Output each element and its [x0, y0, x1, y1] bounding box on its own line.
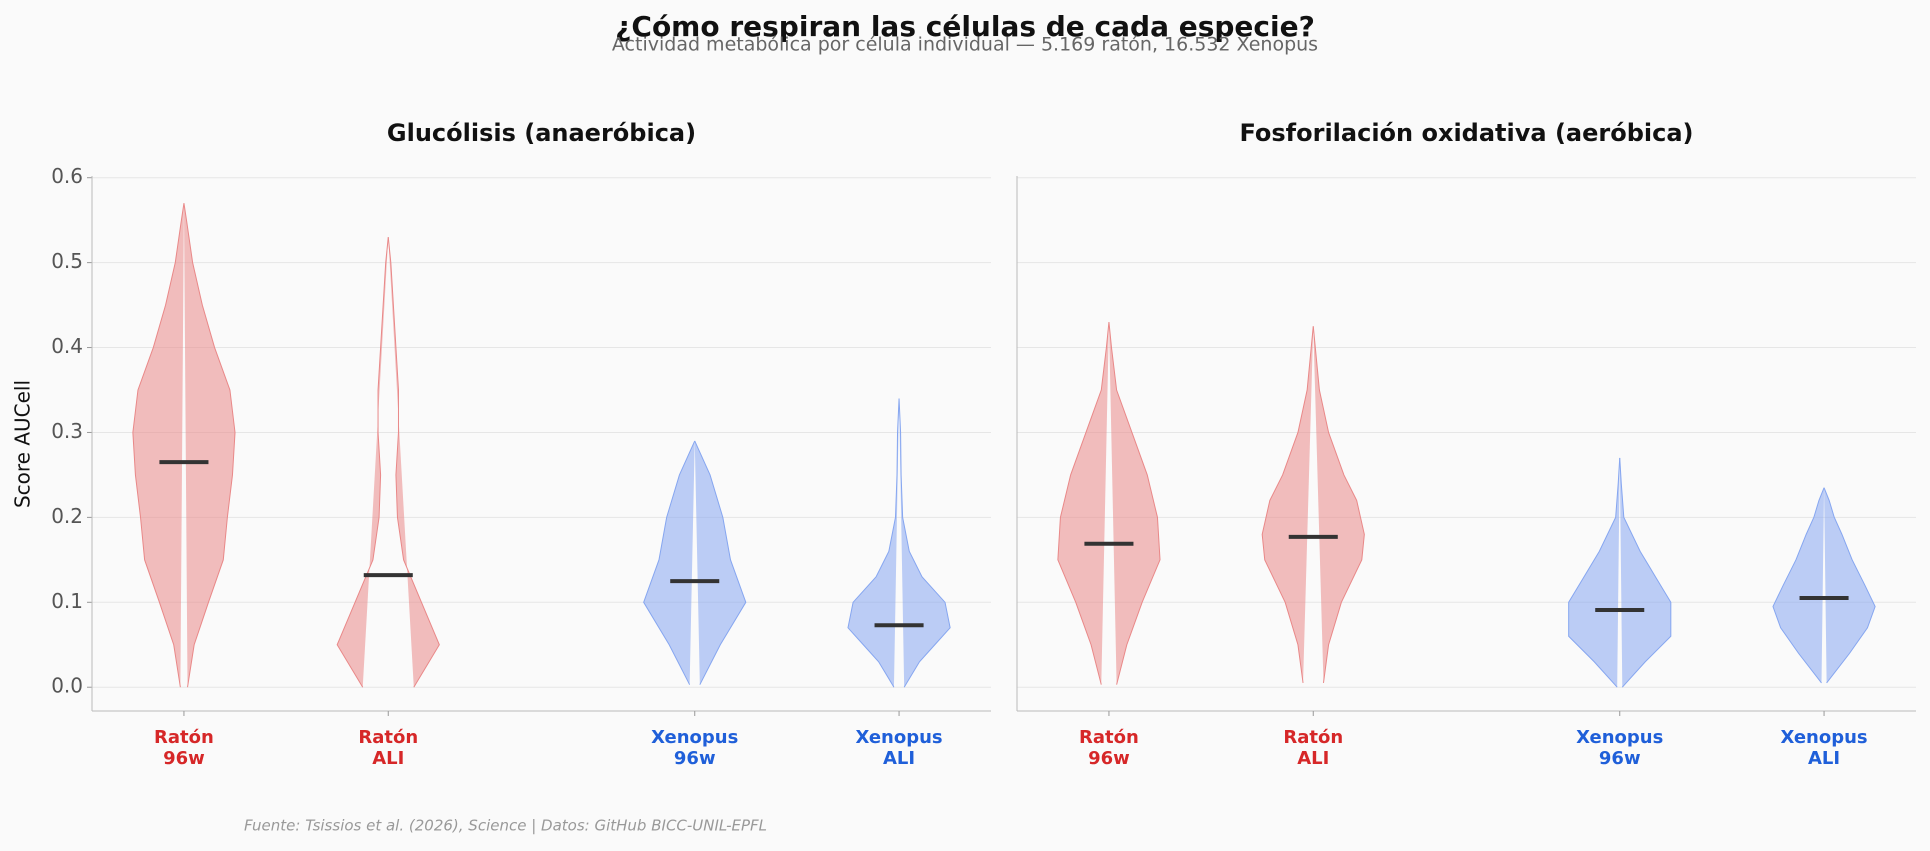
violin-half — [1619, 457, 1672, 688]
violin-half — [1261, 326, 1314, 684]
x-tick-label: 96w — [1599, 748, 1641, 769]
y-tick-label: 0.3 — [51, 419, 83, 443]
x-tick-label: ALI — [1297, 748, 1329, 769]
y-tick-label: 0.6 — [51, 164, 83, 188]
subplot-title: Glucólisis (anaeróbica) — [387, 119, 696, 147]
x-tick-label: ALI — [1808, 748, 1840, 769]
y-tick-label: 0.4 — [51, 334, 83, 358]
violin-half — [1568, 457, 1621, 688]
violin-half — [898, 398, 951, 688]
y-axis-label: Score AUCell — [11, 380, 35, 508]
violin-half — [643, 440, 696, 685]
x-tick-label: ALI — [372, 748, 404, 769]
y-tick-label: 0.2 — [51, 504, 83, 528]
x-tick-label: Xenopus — [651, 727, 738, 748]
x-tick-label: Ratón — [154, 727, 214, 748]
violin-half — [1772, 487, 1825, 684]
violin-half — [387, 237, 440, 688]
violin-half — [847, 398, 900, 688]
x-tick-label: Xenopus — [855, 727, 942, 748]
x-tick-label: ALI — [883, 748, 915, 769]
violin-half — [183, 203, 236, 688]
source-note: Fuente: Tsissios et al. (2026), Science … — [244, 817, 767, 835]
y-tick-label: 0.1 — [51, 589, 83, 613]
x-tick-label: 96w — [1088, 748, 1130, 769]
figure-title: ¿Cómo respiran las células de cada espec… — [615, 10, 1315, 43]
violin-half — [1312, 326, 1365, 684]
x-tick-label: 96w — [674, 748, 716, 769]
x-tick-label: Xenopus — [1576, 727, 1663, 748]
violin-half — [1823, 487, 1876, 684]
y-tick-label: 0.5 — [51, 249, 83, 273]
x-tick-label: Ratón — [1079, 727, 1139, 748]
x-tick-label: Ratón — [1283, 727, 1343, 748]
x-tick-label: Ratón — [358, 727, 418, 748]
figure-subtitle: Actividad metabólica por célula individu… — [612, 34, 1318, 56]
x-tick-label: 96w — [163, 748, 205, 769]
violin-half — [694, 440, 747, 685]
violin-half — [1108, 322, 1161, 685]
y-tick-label: 0.0 — [51, 674, 83, 698]
subplot-title: Fosforilación oxidativa (aeróbica) — [1239, 119, 1693, 147]
violin-half — [1057, 322, 1110, 685]
x-tick-label: Xenopus — [1780, 727, 1867, 748]
violin-half — [132, 203, 185, 688]
violin-half — [336, 237, 389, 688]
